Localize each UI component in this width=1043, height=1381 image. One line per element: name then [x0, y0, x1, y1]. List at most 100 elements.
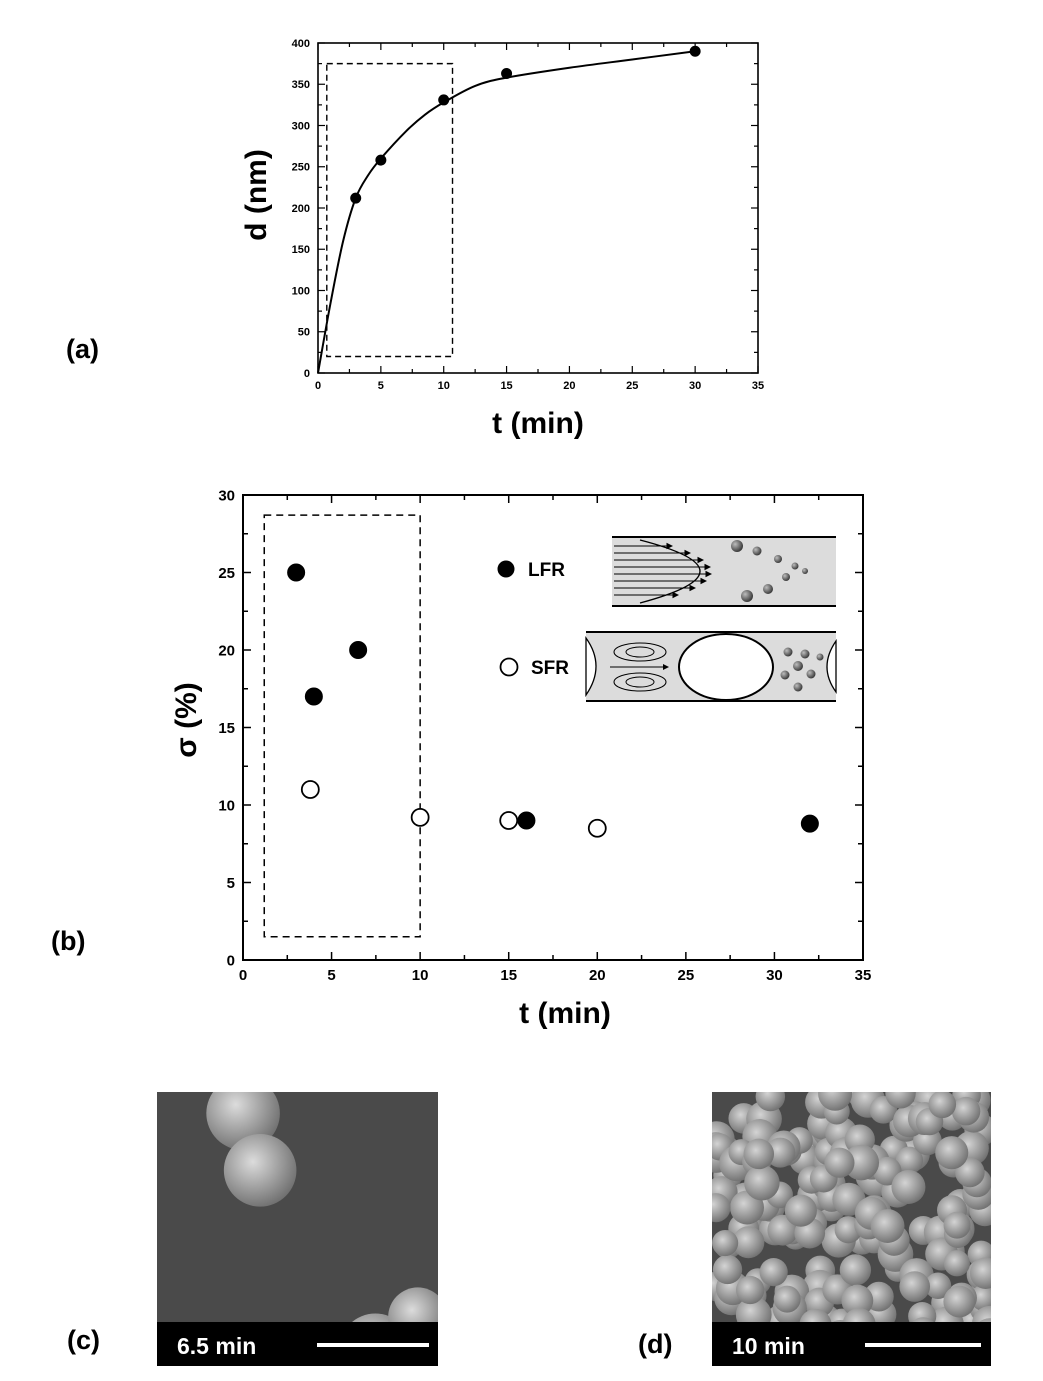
sfr-flow-schematic: [585, 631, 837, 702]
y-tick-label: 250: [292, 162, 310, 174]
chart-b-points: [287, 563, 819, 838]
sem-particle: [943, 1250, 970, 1277]
chart-b-legend: LFR SFR: [497, 560, 569, 679]
y-tick-label: 0: [304, 368, 310, 380]
sem-particle: [773, 1285, 801, 1313]
x-tick-label: 5: [327, 967, 335, 984]
y-tick-label: 300: [292, 120, 310, 132]
chart-a-xlabel: t (min): [492, 407, 584, 440]
sem-d-scale-bar: [865, 1343, 981, 1347]
y-tick-label: 100: [292, 285, 310, 297]
sem-particle: [743, 1138, 775, 1170]
y-tick-label: 350: [292, 79, 310, 91]
sem-particle: [732, 1226, 765, 1259]
panel-label-d: (d): [638, 1329, 673, 1359]
sem-particle: [841, 1284, 874, 1317]
x-tick-label: 20: [589, 967, 606, 984]
sem-particle: [744, 1165, 780, 1201]
chart-a-series-0-point-2: [438, 94, 450, 106]
y-tick-label: 200: [292, 203, 310, 215]
sem-particle: [885, 1092, 916, 1109]
chart-b-series-1-point-0: [300, 780, 320, 799]
chart-b-series-1-point-3: [587, 818, 607, 838]
panel-label-c: (c): [67, 1325, 100, 1355]
chart-a-series-0-point-4: [689, 45, 701, 57]
sem-particle: [784, 1194, 817, 1227]
sem-particle: [969, 1257, 991, 1289]
x-tick-label: 5: [378, 380, 384, 392]
chart-a-series-0-point-0: [350, 192, 362, 204]
chart-a-fit-curve: [317, 50, 696, 374]
chart-b-series-0-point-0: [287, 563, 306, 582]
chart-b-ylabel: σ (%): [170, 682, 203, 758]
x-tick-label: 15: [500, 967, 517, 984]
x-tick-label: 25: [678, 967, 695, 984]
sem-image-c: 6.5 min: [157, 1092, 438, 1366]
y-tick-label: 50: [298, 327, 310, 339]
x-tick-label: 35: [752, 380, 764, 392]
legend-label-sfr: SFR: [531, 658, 569, 679]
sem-particle: [765, 1137, 796, 1168]
chart-a-series-0-point-1: [375, 154, 387, 166]
sem-image-d: 10 min: [712, 1092, 991, 1366]
y-tick-label: 20: [218, 642, 235, 659]
x-tick-label: 10: [438, 380, 450, 392]
sem-particle: [818, 1092, 853, 1111]
sem-particle: [712, 1254, 743, 1285]
y-tick-label: 5: [227, 875, 235, 892]
y-tick-label: 15: [218, 720, 235, 737]
y-tick-label: 0: [227, 952, 235, 969]
x-tick-label: 15: [500, 380, 512, 392]
sem-particle: [712, 1229, 739, 1257]
sem-particle: [951, 1096, 981, 1126]
chart-a-dashed-box: [326, 62, 454, 358]
sem-particle: [943, 1285, 976, 1318]
chart-b-series-0-point-4: [800, 814, 819, 833]
sem-c-time-label: 6.5 min: [177, 1333, 257, 1359]
sem-particle: [759, 1258, 788, 1287]
sem-particle: [928, 1092, 957, 1119]
sem-particle: [736, 1275, 765, 1305]
legend-label-lfr: LFR: [528, 560, 565, 581]
chart-b-series-0-point-2: [349, 641, 368, 659]
sem-d-time-label: 10 min: [732, 1333, 805, 1359]
sem-particle: [895, 1146, 924, 1175]
chart-b-xlabel: t (min): [519, 997, 611, 1030]
x-tick-label: 0: [315, 380, 321, 392]
y-tick-label: 150: [292, 244, 310, 256]
x-tick-label: 20: [563, 380, 575, 392]
chart-b-ticks: 0 5 10 15 20 25 30 35 0 5 10 15 20 25 30: [218, 487, 871, 984]
sem-particle: [891, 1169, 926, 1204]
x-tick-label: 35: [855, 967, 872, 984]
sem-particle: [935, 1136, 969, 1170]
chart-a-frame: [317, 42, 759, 374]
chart-a-ylabel: d (nm): [240, 149, 273, 241]
chart-b-dashed-box: [263, 514, 421, 938]
chart-b-series-1-point-2: [499, 811, 519, 830]
sem-c-label-bar: 6.5 min: [157, 1322, 438, 1366]
lfr-flow-schematic: [612, 536, 836, 607]
sem-c-scale-bar: [317, 1343, 429, 1347]
sem-particle: [870, 1209, 905, 1243]
sem-particle: [924, 1272, 952, 1299]
sem-particle: [899, 1271, 931, 1302]
chart-b: 0 5 10 15 20 25 30 35 0 5 10 15 20 25 30 t (min) σ (%)…: [170, 487, 871, 1030]
y-tick-label: 30: [218, 487, 235, 504]
legend-marker-sfr: [499, 657, 519, 677]
chart-a-points: [350, 45, 701, 204]
x-tick-label: 30: [689, 380, 701, 392]
chart-b-series-1-point-1: [410, 808, 430, 827]
panel-label-a: (a): [66, 334, 99, 364]
chart-b-series-0-point-1: [304, 687, 323, 706]
legend-marker-lfr: [497, 560, 515, 578]
sem-particle: [839, 1254, 872, 1286]
sem-particle: [843, 1144, 880, 1181]
sem-particle: [755, 1092, 786, 1112]
y-tick-label: 25: [218, 565, 235, 582]
x-tick-label: 30: [766, 967, 783, 984]
y-tick-label: 400: [292, 38, 310, 50]
chart-b-series-0-point-3: [517, 811, 536, 830]
